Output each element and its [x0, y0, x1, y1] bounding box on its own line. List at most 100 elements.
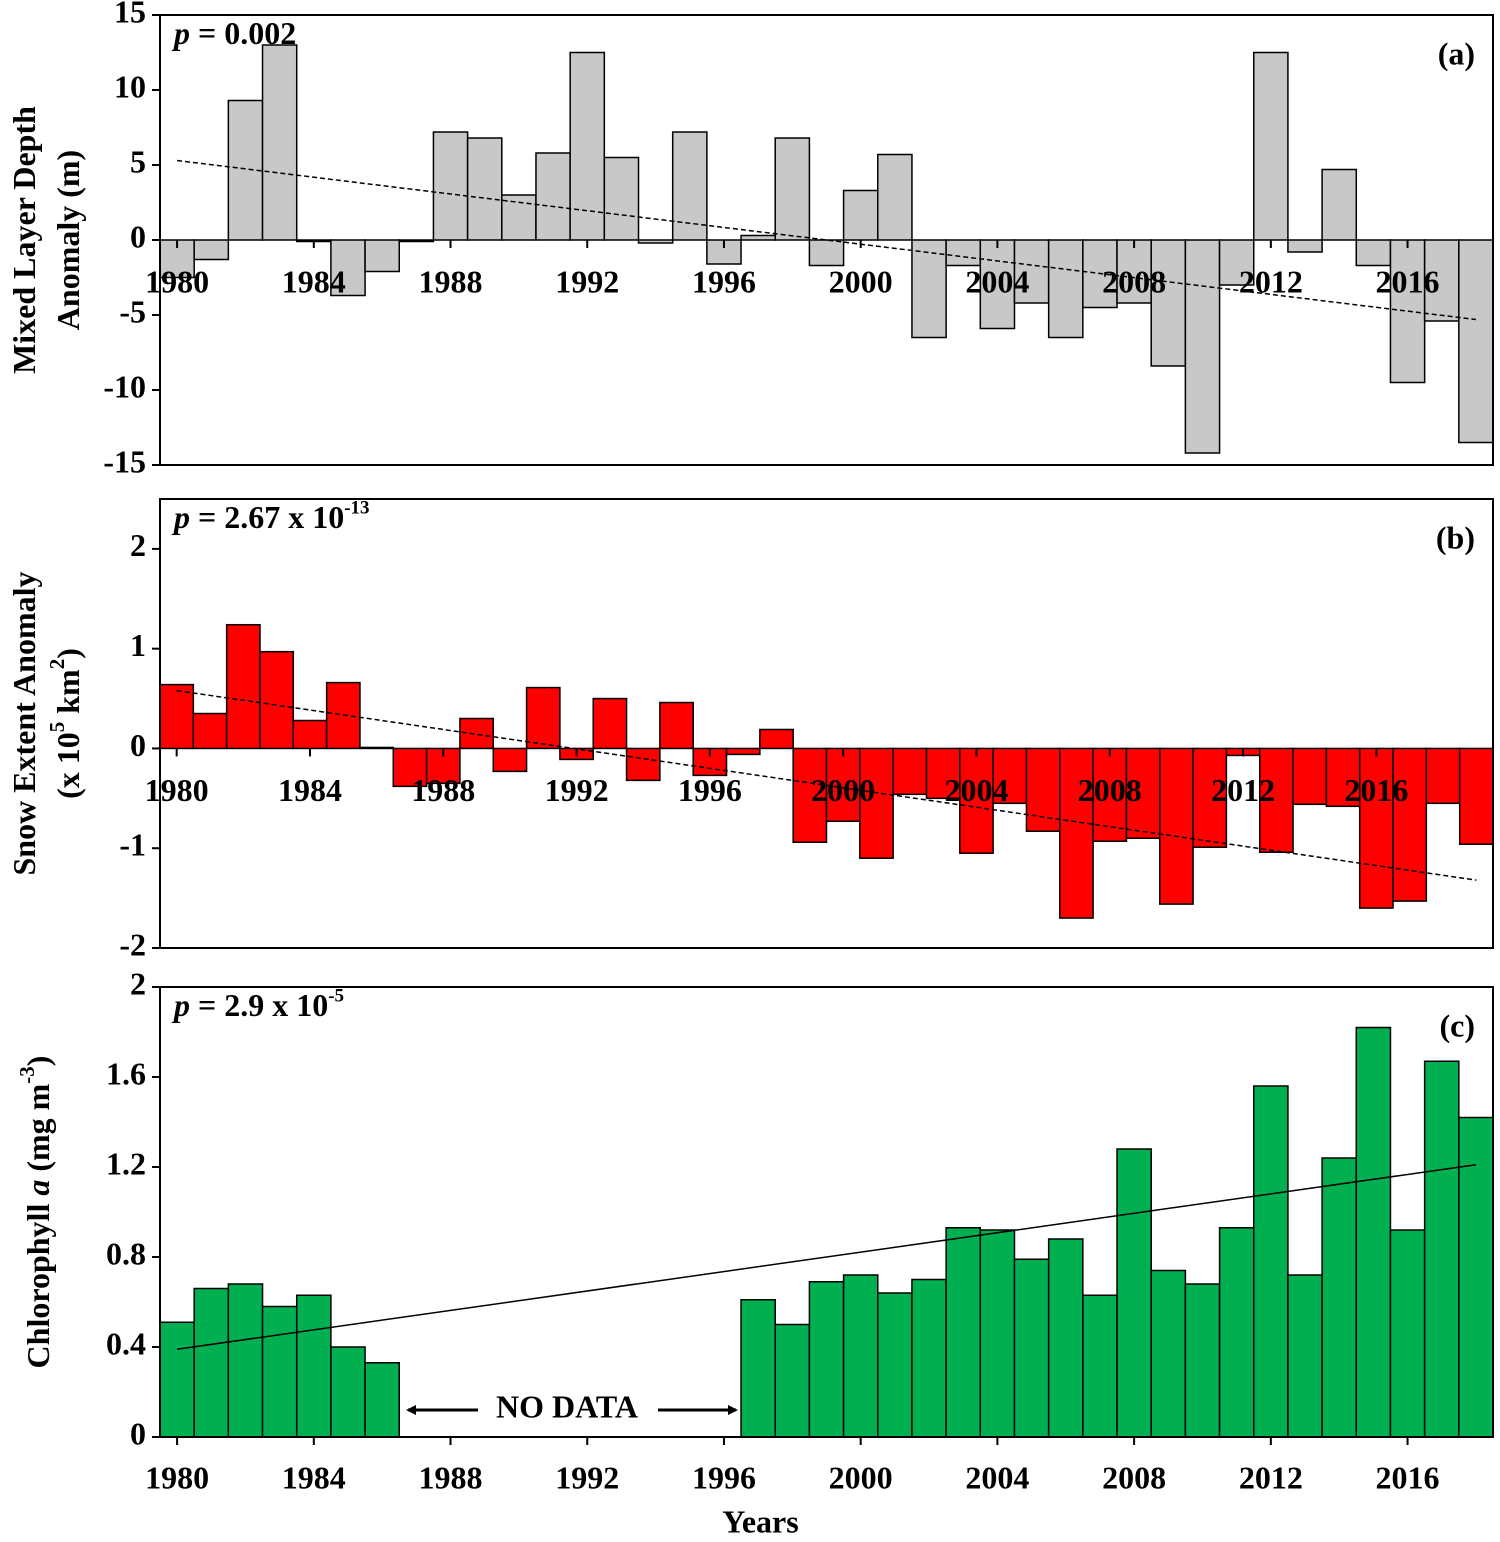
no-data-note: NO DATA [496, 1388, 638, 1424]
bar [1218, 1227, 1255, 1438]
x-tick-label: 1996 [692, 1459, 756, 1495]
bar [1047, 1238, 1084, 1438]
bar [432, 131, 469, 241]
bar [945, 239, 982, 267]
bar [759, 728, 794, 750]
bar [359, 746, 395, 750]
bar [1013, 239, 1050, 304]
bar [159, 683, 195, 750]
x-tick-label: 2000 [811, 772, 875, 808]
x-tick-label: 1996 [678, 772, 742, 808]
text-segment: 2 [45, 659, 69, 670]
x-tick-label: 2016 [1344, 772, 1408, 808]
text-segment: -5 [328, 986, 344, 1007]
y-tick-label: 0.8 [106, 1235, 146, 1271]
x-tick-label: 2008 [1102, 263, 1166, 299]
text-segment: = 0.002 [190, 15, 296, 51]
x-tick-label: 1980 [145, 263, 209, 299]
x-tick-label: 1988 [419, 263, 483, 299]
bar [911, 239, 947, 339]
bar [979, 239, 1016, 330]
y-tick-label: -2 [119, 926, 146, 962]
y-axis-label: Mixed Layer Depth [6, 106, 42, 374]
bar [1184, 1283, 1221, 1438]
bar [1252, 1085, 1289, 1438]
text-segment: = 2.9 x 10 [190, 987, 328, 1023]
y-axis-label: Chlorophyll a (mg m-3) [15, 1056, 56, 1369]
x-tick-label: 2004 [965, 1459, 1029, 1495]
panel-label: (b) [1436, 519, 1475, 555]
bar [292, 719, 328, 750]
bar [1150, 239, 1187, 367]
bar [1150, 1269, 1187, 1438]
y-tick-label: 0 [130, 727, 146, 763]
bar [466, 137, 503, 241]
x-tick-label: 2008 [1102, 1459, 1166, 1495]
bar [459, 717, 494, 750]
bar [398, 239, 435, 243]
bar [877, 1292, 913, 1438]
bar [392, 747, 428, 788]
y-axis-label: Snow Extent Anomaly [6, 571, 42, 875]
text-segment: -3 [15, 1066, 39, 1084]
x-tick-label: 1984 [278, 772, 342, 808]
bar [1116, 1148, 1152, 1438]
text-segment: (x 10 [50, 732, 86, 799]
y-axis-label: (x 105 km2) [45, 648, 86, 799]
bar [625, 747, 661, 782]
panel-label: (a) [1438, 35, 1475, 71]
bar [1047, 239, 1084, 339]
bar [159, 1321, 195, 1438]
text-segment: 5 [45, 722, 69, 733]
bar [945, 1227, 982, 1438]
bar [525, 686, 561, 750]
y-tick-label: 1.6 [106, 1055, 146, 1091]
bar [261, 44, 298, 241]
bar [492, 747, 528, 773]
bar [364, 239, 401, 273]
bar [1325, 747, 1361, 808]
y-tick-label: 5 [130, 143, 146, 179]
bar [1425, 747, 1461, 805]
x-axis-label: Years [722, 1503, 798, 1539]
bar [1258, 747, 1294, 853]
bar [227, 1283, 264, 1438]
x-tick-label: 1992 [545, 772, 609, 808]
bar [1392, 747, 1428, 902]
x-tick-label: 1980 [145, 1459, 209, 1495]
bar [859, 747, 894, 859]
bar [1082, 1294, 1118, 1438]
bar [1389, 239, 1426, 384]
bar [774, 137, 811, 241]
bar [792, 747, 828, 843]
y-tick-label: 2 [130, 527, 146, 563]
annotation: p = 2.67 x 10-13 [171, 498, 370, 535]
text-segment: Anomaly (m) [50, 150, 86, 330]
trend-line [176, 689, 1477, 881]
bar [592, 697, 628, 750]
bar [1192, 747, 1228, 848]
bar [225, 623, 261, 750]
y-tick-label: 2 [130, 965, 146, 1001]
bar [1059, 747, 1094, 919]
bar [911, 1278, 947, 1438]
y-axis-label: Anomaly (m) [50, 150, 86, 330]
text-segment: ) [50, 648, 86, 659]
bar [1389, 1229, 1426, 1438]
bar [877, 153, 913, 241]
y-tick-label: 10 [114, 68, 146, 104]
y-tick-label: 1.2 [106, 1145, 146, 1181]
bar [892, 747, 928, 796]
y-tick-label: -5 [119, 293, 146, 329]
bar [330, 1346, 366, 1438]
y-tick-label: 1 [130, 627, 146, 663]
bar [808, 239, 845, 267]
bar [330, 239, 366, 297]
x-tick-label: 1984 [282, 1459, 346, 1495]
x-tick-label: 1992 [555, 263, 619, 299]
bar [1025, 747, 1061, 833]
bar [261, 1305, 298, 1438]
bar [979, 1229, 1016, 1438]
bar [808, 1281, 845, 1438]
text-segment: -13 [344, 498, 369, 519]
